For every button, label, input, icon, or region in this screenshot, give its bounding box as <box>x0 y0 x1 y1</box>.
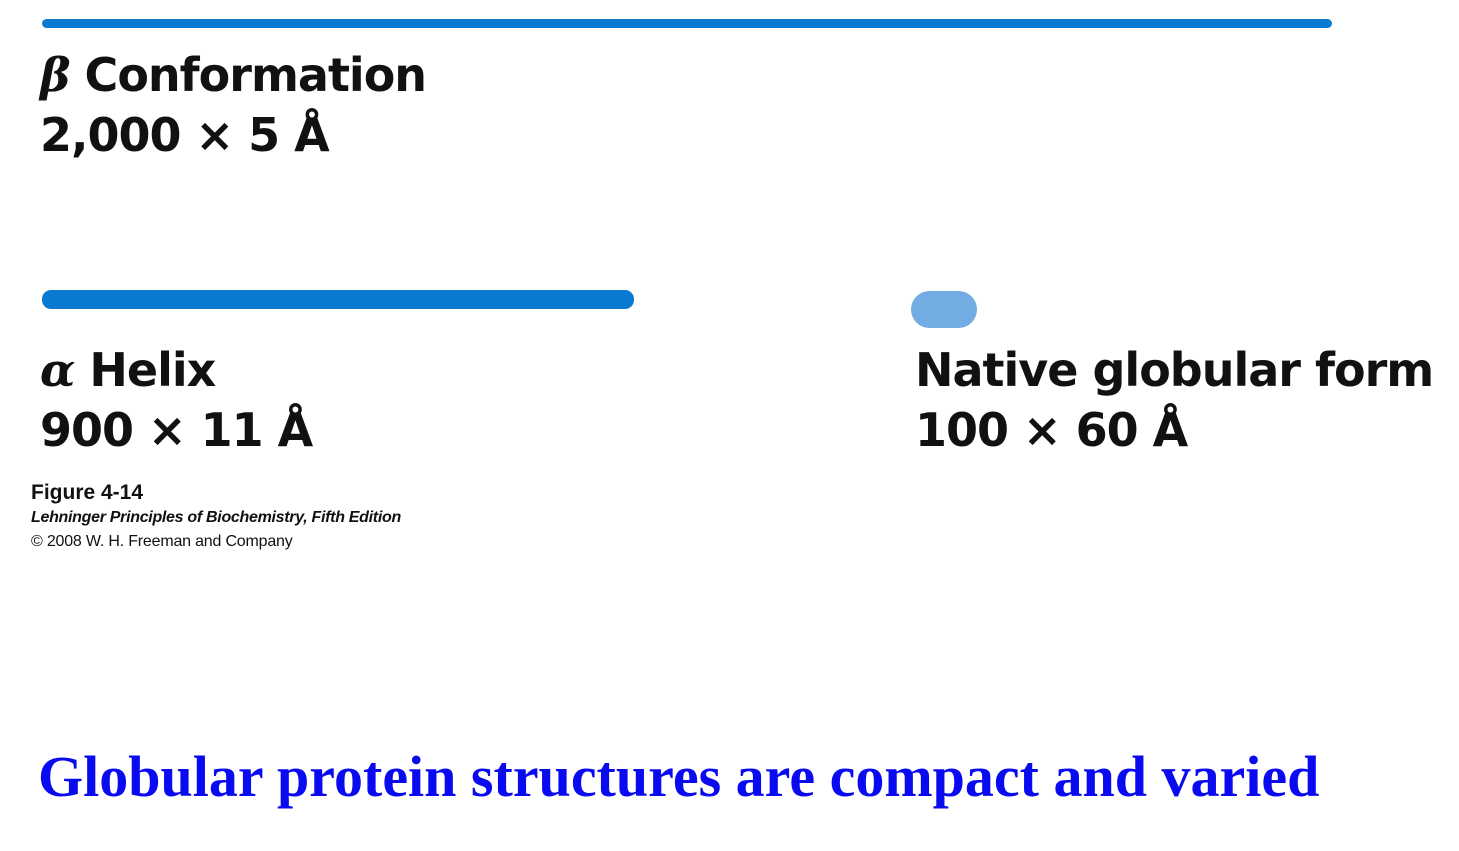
copyright-line: © 2008 W. H. Freeman and Company <box>31 533 293 550</box>
alpha-name: Helix <box>74 343 216 397</box>
native-globular-shape <box>911 291 977 328</box>
native-globular-label: Native globular form 100 × 60 Å <box>915 340 1434 460</box>
beta-conformation-label: β Conformation 2,000 × 5 Å <box>40 45 428 165</box>
native-dimensions: 100 × 60 Å <box>915 403 1188 457</box>
beta-dimensions: 2,000 × 5 Å <box>40 108 330 162</box>
beta-name: Conformation <box>69 48 428 102</box>
alpha-helix-label: α Helix 900 × 11 Å <box>40 340 313 460</box>
alpha-dimensions: 900 × 11 Å <box>40 403 313 457</box>
alpha-helix-bar <box>42 290 634 309</box>
beta-conformation-title: β Conformation <box>40 45 428 105</box>
beta-symbol: β <box>40 48 71 102</box>
beta-conformation-bar <box>42 19 1332 28</box>
native-name: Native globular form <box>915 343 1434 397</box>
alpha-symbol: α <box>40 343 75 397</box>
figure-number: Figure 4-14 <box>31 481 144 504</box>
slide-title: Globular protein structures are compact … <box>38 744 1320 809</box>
alpha-helix-title: α Helix <box>40 340 312 400</box>
figure-caption: Figure 4-14 Lehninger Principles of Bioc… <box>31 480 401 554</box>
book-title: Lehninger Principles of Biochemistry, Fi… <box>31 509 401 526</box>
